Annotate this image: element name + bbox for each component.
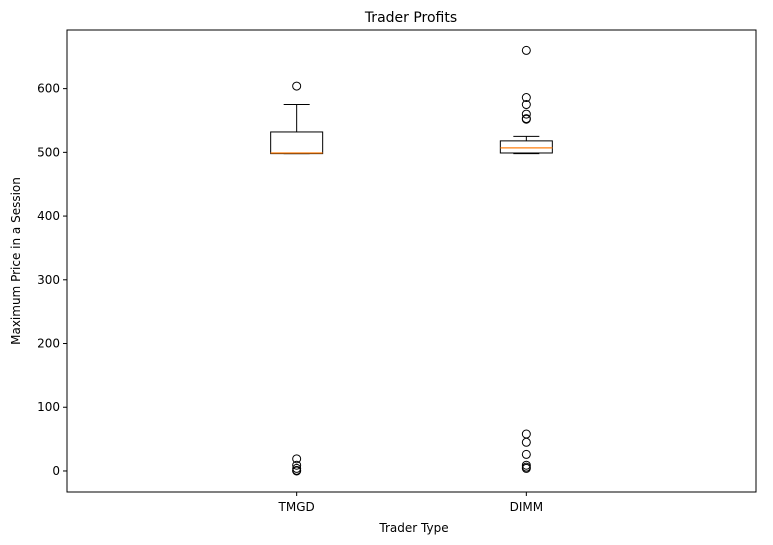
outlier-point [521,93,531,103]
outlier-point [292,454,302,464]
y-tick-label: 500 [37,145,60,159]
box-group-tmgd [270,81,324,476]
chart-title: Trader Profits [364,10,457,26]
outlier-point [521,45,531,55]
x-tick-label: DIMM [510,500,544,514]
axes-frame [66,29,757,493]
outlier-point [521,109,531,119]
y-tick-label: 400 [37,209,60,223]
box-iqr [499,140,553,154]
y-tick-label: 600 [37,82,60,96]
x-axis-label: Trader Type [378,521,448,535]
outlier-point [521,100,531,110]
outlier-point [292,466,302,476]
y-tick-label: 0 [52,464,60,478]
box-iqr [270,131,324,155]
outlier-point [521,449,531,459]
y-tick-label: 300 [37,273,60,287]
box-group-dimm [499,45,553,473]
outlier-point [292,81,302,91]
plot-area [270,45,553,476]
outlier-point [521,429,531,439]
outlier-point [292,460,302,470]
x-axis: TMGD DIMM [278,492,544,514]
x-tick-label: TMGD [278,500,315,514]
outlier-point [521,114,531,124]
outlier-point [521,437,531,447]
y-tick-label: 100 [37,400,60,414]
y-axis-label: Maximum Price in a Session [9,177,23,345]
y-tick-label: 200 [37,337,60,351]
y-axis: 0 100 200 300 400 500 600 [37,82,67,478]
outlier-point [521,463,531,473]
